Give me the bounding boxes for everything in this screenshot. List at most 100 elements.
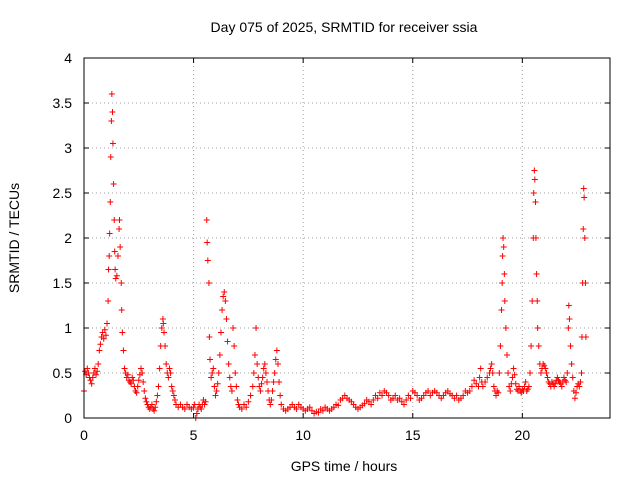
data-point — [505, 370, 512, 376]
data-point — [213, 388, 220, 394]
data-point — [111, 248, 118, 255]
data-point — [580, 226, 587, 232]
data-point — [488, 361, 495, 367]
data-point — [542, 365, 549, 372]
data-point — [460, 392, 467, 399]
data-point — [531, 176, 538, 183]
data-point — [216, 352, 223, 358]
data-point — [425, 388, 432, 394]
y-tick-labels: 0 0.5 1 1.5 2 2.5 3 3.5 4 — [53, 50, 73, 426]
data-point — [534, 298, 541, 304]
data-point — [154, 392, 161, 399]
data-point — [582, 334, 589, 340]
data-point — [361, 400, 368, 407]
data-point — [220, 293, 227, 300]
data-point — [201, 401, 208, 408]
data-point — [477, 365, 484, 372]
y-tick-label: 0 — [64, 410, 72, 426]
data-point — [148, 401, 155, 408]
data-point — [524, 386, 531, 393]
y-tick-label: 0.5 — [53, 365, 73, 381]
data-point — [193, 410, 200, 417]
data-point — [569, 374, 576, 381]
data-point — [232, 370, 239, 376]
data-point — [211, 383, 218, 390]
data-point — [167, 370, 174, 376]
data-point — [528, 343, 535, 349]
data-point — [105, 266, 112, 273]
data-point — [484, 374, 491, 381]
data-point — [104, 320, 111, 327]
data-point — [151, 407, 158, 414]
data-point — [495, 389, 502, 396]
data-point — [243, 404, 250, 411]
y-axis-label: SRMTID / TECUs — [6, 183, 22, 293]
data-point — [560, 374, 567, 381]
data-point — [564, 370, 571, 376]
data-point — [112, 266, 119, 273]
data-point — [143, 398, 150, 405]
data-point — [222, 298, 229, 304]
data-point — [510, 365, 517, 372]
data-point — [109, 109, 116, 115]
data-point — [273, 347, 280, 354]
data-point — [119, 329, 126, 336]
data-point — [543, 370, 550, 376]
data-point — [507, 388, 514, 394]
data-point — [497, 343, 504, 349]
plot-frame — [83, 57, 611, 419]
data-point — [219, 307, 226, 313]
data-point — [198, 406, 205, 412]
data-point — [482, 379, 489, 385]
data-point — [270, 379, 277, 385]
data-point — [414, 392, 421, 399]
y-tick-label: 4 — [64, 50, 72, 66]
data-point — [306, 404, 313, 411]
data-point — [466, 388, 473, 394]
data-point — [209, 370, 216, 376]
data-point — [171, 397, 178, 403]
data-point — [214, 380, 221, 387]
data-point — [106, 253, 113, 259]
data-point — [227, 383, 234, 390]
data-point — [152, 404, 159, 411]
data-point — [276, 379, 283, 385]
data-point — [238, 406, 245, 412]
data-point — [249, 383, 256, 390]
data-point — [535, 343, 542, 349]
y-tick-label: 2 — [64, 230, 72, 246]
data-point — [501, 271, 508, 277]
data-point — [133, 389, 140, 396]
x-tick-label: 0 — [80, 427, 88, 443]
data-point — [108, 91, 115, 97]
data-point — [568, 361, 575, 367]
data-point — [135, 377, 142, 384]
data-point — [234, 397, 241, 403]
data-point — [101, 326, 108, 333]
data-point — [170, 392, 177, 399]
data-point — [121, 365, 128, 372]
data-point — [499, 280, 506, 286]
data-point — [532, 235, 539, 241]
data-point — [168, 383, 175, 390]
data-point — [544, 374, 551, 381]
data-point — [581, 194, 588, 201]
data-point — [141, 388, 148, 394]
data-point — [531, 167, 538, 174]
data-point — [268, 397, 275, 403]
data-point — [215, 370, 222, 376]
data-point — [403, 397, 410, 403]
data-point — [204, 257, 211, 264]
data-point — [120, 347, 127, 354]
data-point — [582, 280, 589, 286]
data-point — [89, 374, 96, 381]
data-point — [166, 365, 173, 372]
data-point — [84, 365, 91, 372]
data-point — [525, 383, 532, 390]
data-point — [251, 352, 258, 358]
data-point — [511, 371, 518, 378]
data-point — [407, 395, 414, 402]
data-point — [577, 379, 584, 385]
data-point — [110, 181, 117, 187]
